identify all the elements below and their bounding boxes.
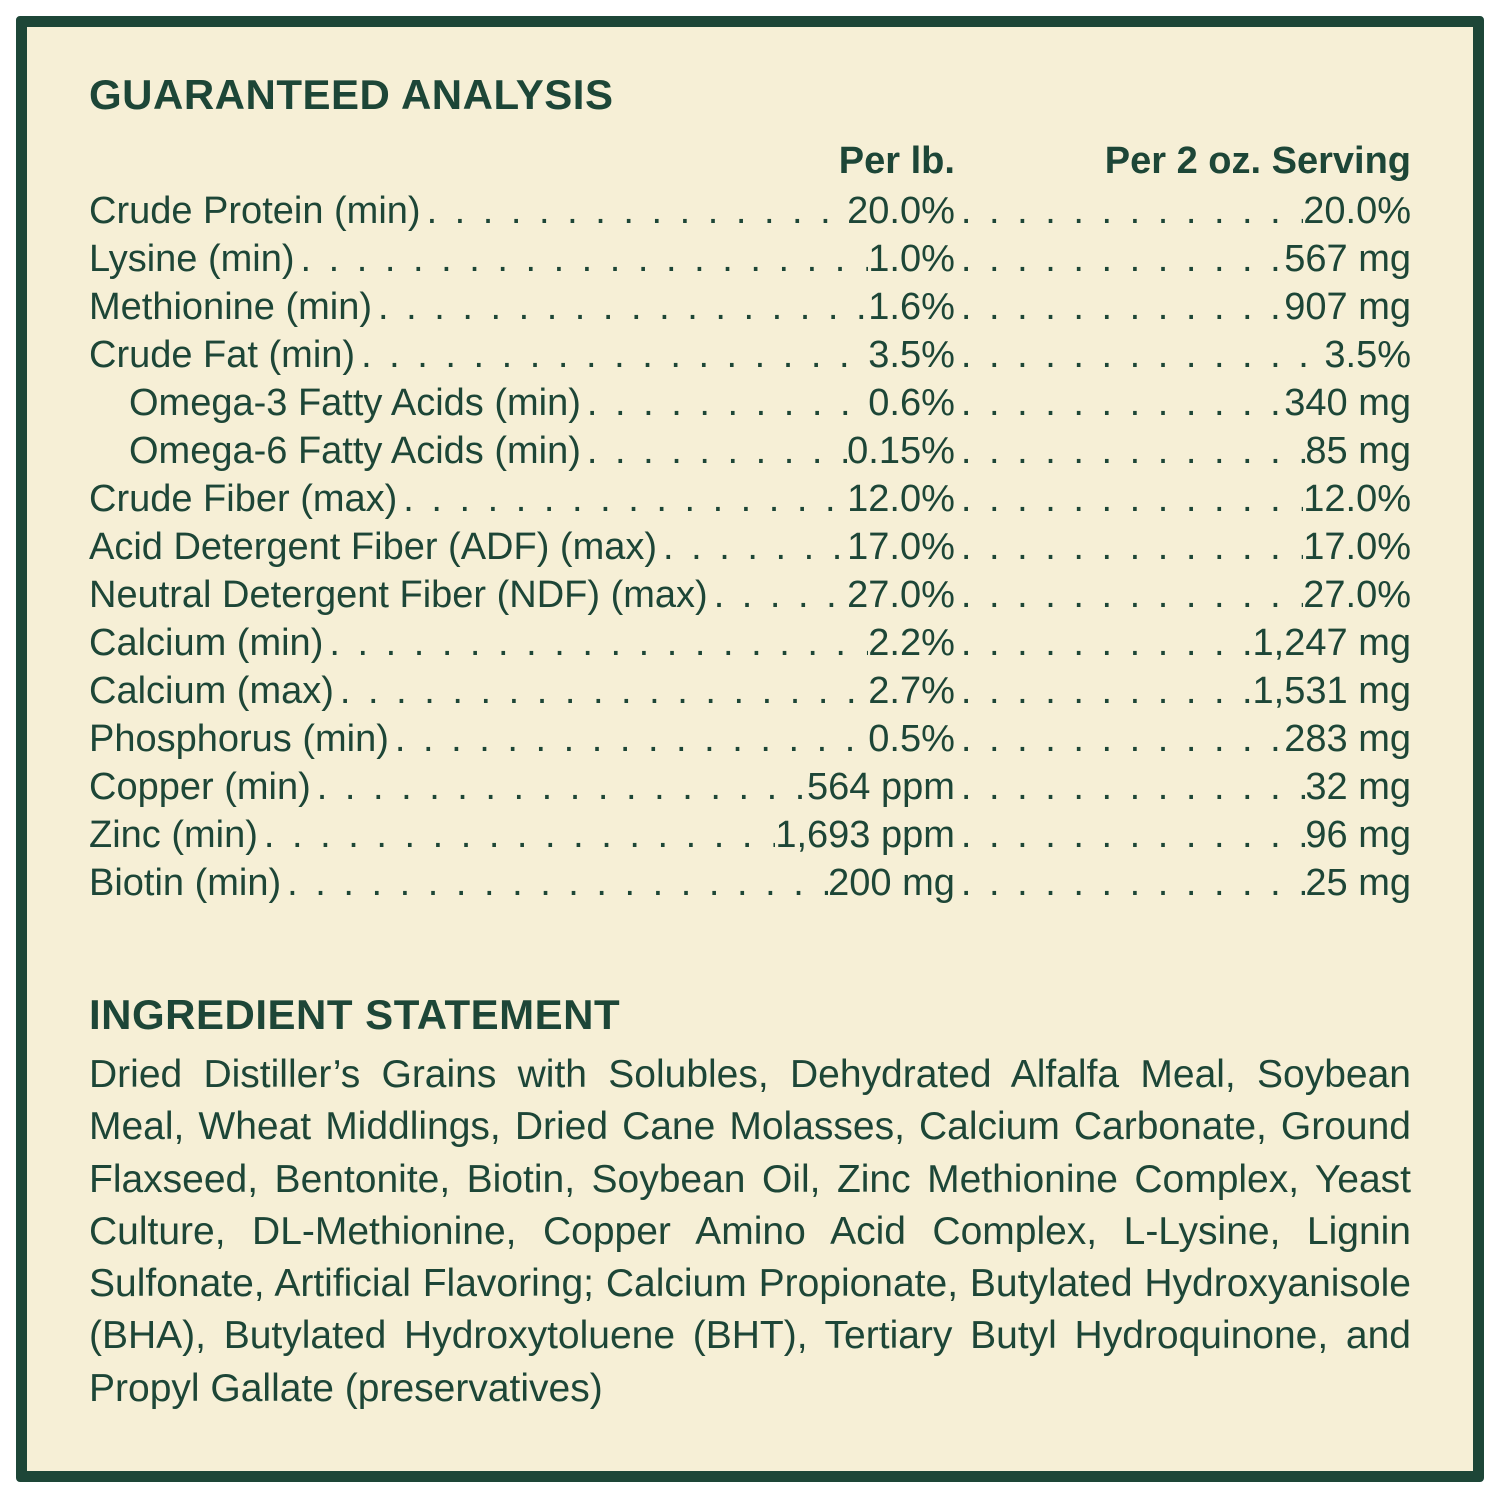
dot-leader [657, 523, 847, 571]
table-row: Biotin (min) 200 mg 25 mg [89, 859, 1411, 907]
dot-leader [955, 523, 1303, 571]
dot-leader [955, 763, 1305, 811]
row-label: Calcium (max) [89, 670, 334, 712]
dot-leader [323, 619, 868, 667]
per-lb-value: 12.0% [847, 478, 955, 520]
per-lb-value: 0.15% [847, 430, 955, 472]
table-row: Acid Detergent Fiber (ADF) (max) 17.0% 1… [89, 523, 1411, 571]
per-serving-value: 17.0% [1303, 526, 1411, 568]
dot-leader [708, 571, 847, 619]
table-row: Calcium (min) 2.2% 1,247 mg [89, 619, 1411, 667]
row-label: Lysine (min) [89, 238, 295, 280]
table-row: Crude Fiber (max) 12.0% 12.0% [89, 475, 1411, 523]
column-header-per-serving: Per 2 oz. Serving [1104, 140, 1411, 182]
row-label: Crude Fat (min) [89, 334, 356, 376]
dot-leader [355, 331, 868, 379]
per-serving-value: 283 mg [1284, 718, 1411, 760]
table-row: Omega-3 Fatty Acids (min) 0.6% 340 mg [89, 379, 1411, 427]
row-label: Phosphorus (min) [89, 718, 389, 760]
per-lb-value: 2.7% [868, 670, 955, 712]
table-row: Crude Protein (min) 20.0% 20.0% [89, 187, 1411, 235]
dot-leader [955, 331, 1324, 379]
per-serving-value: 85 mg [1305, 430, 1411, 472]
dot-leader [258, 811, 775, 859]
per-serving-value: 340 mg [1284, 382, 1411, 424]
per-lb-value: 0.5% [868, 718, 955, 760]
per-lb-value: 27.0% [847, 574, 955, 616]
row-label: Crude Protein (min) [89, 190, 421, 232]
per-serving-value: 1,247 mg [1252, 622, 1411, 664]
dot-leader [955, 667, 1253, 715]
dot-leader [955, 427, 1305, 475]
per-serving-value: 3.5% [1324, 334, 1411, 376]
dot-leader [955, 619, 1253, 667]
dot-leader [955, 379, 1284, 427]
dot-leader [955, 283, 1284, 331]
dot-leader [311, 763, 807, 811]
ingredient-statement-title: INGREDIENT STATEMENT [89, 991, 621, 1038]
table-row: Phosphorus (min) 0.5% 283 mg [89, 715, 1411, 763]
per-serving-value: 32 mg [1305, 766, 1411, 808]
per-lb-value: 2.2% [868, 622, 955, 664]
per-lb-value: 1,693 ppm [775, 814, 955, 856]
dot-leader [295, 235, 869, 283]
per-serving-value: 96 mg [1305, 814, 1411, 856]
table-row: Copper (min) 564 ppm 32 mg [89, 763, 1411, 811]
dot-leader [955, 475, 1303, 523]
dot-leader [955, 859, 1305, 907]
per-serving-value: 1,531 mg [1252, 670, 1411, 712]
row-label: Methionine (min) [89, 286, 372, 328]
guaranteed-analysis-table: Per lb. Per 2 oz. Serving Crude Protein … [89, 137, 1411, 907]
dot-leader [955, 187, 1303, 235]
per-serving-value: 12.0% [1303, 478, 1411, 520]
row-label: Copper (min) [89, 766, 311, 808]
dot-leader [421, 187, 848, 235]
per-lb-value: 1.6% [868, 286, 955, 328]
column-header-per-lb: Per lb. [838, 140, 955, 182]
dot-leader [389, 715, 868, 763]
row-label: Omega-6 Fatty Acids (min) [129, 430, 581, 472]
per-serving-value: 27.0% [1303, 574, 1411, 616]
row-label: Neutral Detergent Fiber (NDF) (max) [89, 574, 708, 616]
row-label: Acid Detergent Fiber (ADF) (max) [89, 526, 658, 568]
table-row: Neutral Detergent Fiber (NDF) (max) 27.0… [89, 571, 1411, 619]
dot-leader [334, 667, 868, 715]
guaranteed-analysis-title: GUARANTEED ANALYSIS [89, 71, 614, 118]
dot-leader [955, 571, 1303, 619]
row-label: Crude Fiber (max) [89, 478, 398, 520]
per-lb-value: 564 ppm [807, 766, 955, 808]
table-row: Omega-6 Fatty Acids (min) 0.15% 85 mg [89, 427, 1411, 475]
dot-leader [581, 427, 847, 475]
per-lb-value: 3.5% [868, 334, 955, 376]
per-lb-value: 1.0% [868, 238, 955, 280]
per-serving-value: 567 mg [1284, 238, 1411, 280]
per-serving-value: 907 mg [1284, 286, 1411, 328]
dot-leader [955, 811, 1305, 859]
dot-leader [372, 283, 868, 331]
dot-leader [955, 235, 1284, 283]
table-header-row: Per lb. Per 2 oz. Serving [89, 137, 1411, 185]
per-lb-value: 17.0% [847, 526, 955, 568]
table-row: Calcium (max) 2.7% 1,531 mg [89, 667, 1411, 715]
row-label: Calcium (min) [89, 622, 324, 664]
label-content: GUARANTEED ANALYSIS Per lb. Per 2 oz. Se… [27, 27, 1473, 1451]
row-label: Zinc (min) [89, 814, 258, 856]
per-serving-value: 25 mg [1305, 862, 1411, 904]
label-frame: GUARANTEED ANALYSIS Per lb. Per 2 oz. Se… [16, 16, 1484, 1482]
dot-leader [581, 379, 868, 427]
per-lb-value: 0.6% [868, 382, 955, 424]
table-row: Crude Fat (min) 3.5% 3.5% [89, 331, 1411, 379]
dot-leader [955, 715, 1284, 763]
dot-leader [397, 475, 847, 523]
row-label: Biotin (min) [89, 862, 282, 904]
ingredient-statement-text: Dried Distiller’s Grains with Solubles, … [89, 1053, 1411, 1410]
dot-leader [281, 859, 828, 907]
per-lb-value: 200 mg [828, 862, 955, 904]
table-row: Zinc (min) 1,693 ppm 96 mg [89, 811, 1411, 859]
table-row: Methionine (min) 1.6% 907 mg [89, 283, 1411, 331]
table-row: Lysine (min) 1.0% 567 mg [89, 235, 1411, 283]
per-serving-value: 20.0% [1303, 190, 1411, 232]
row-label: Omega-3 Fatty Acids (min) [129, 382, 581, 424]
per-lb-value: 20.0% [847, 190, 955, 232]
